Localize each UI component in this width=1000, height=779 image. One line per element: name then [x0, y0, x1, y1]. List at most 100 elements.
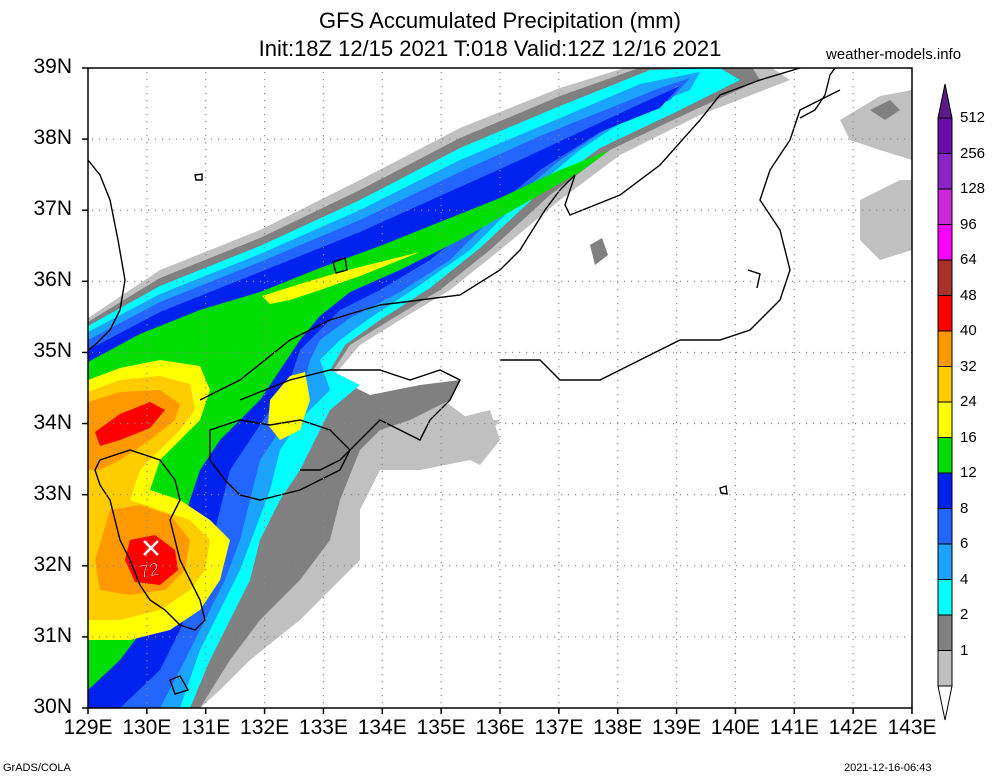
grid-dot [617, 565, 619, 567]
grid-dot [322, 177, 325, 179]
grid-dot [205, 590, 207, 592]
grid-dot [176, 494, 178, 496]
grid-dot [624, 494, 626, 496]
grid-dot [211, 280, 213, 282]
site-credit: weather-models.info [826, 46, 962, 63]
grid-dot [428, 565, 430, 567]
grid-dot [785, 636, 787, 638]
grid-dot [617, 121, 619, 123]
grid-dot [323, 636, 325, 638]
grid-dot [715, 351, 717, 354]
grid-dot [499, 380, 501, 382]
grid-dot [205, 226, 207, 228]
grid-dot [146, 289, 148, 291]
grid-dot [610, 565, 612, 567]
grid-dot [322, 646, 325, 648]
grid-dot [743, 636, 745, 638]
grid-dot [205, 247, 207, 249]
grid-dot [852, 702, 854, 704]
grid-dot [793, 72, 795, 74]
grid-dot [225, 351, 227, 354]
grid-dot [841, 494, 843, 496]
grid-dot [499, 191, 501, 193]
grid-dot [855, 565, 857, 567]
grid-dot [558, 156, 560, 158]
grid-dot [793, 625, 795, 627]
grid-dot [675, 310, 678, 312]
grid-dot [205, 317, 207, 319]
grid-dot [617, 177, 619, 179]
grid-dot [309, 351, 311, 354]
grid-dot [743, 351, 745, 354]
grid-dot [449, 138, 451, 140]
grid-dot [617, 695, 619, 697]
grid-dot [675, 198, 678, 200]
grid-dot [734, 401, 737, 403]
grid-dot [499, 660, 501, 662]
grid-dot [750, 565, 752, 567]
grid-dot [617, 240, 619, 242]
grid-dot [499, 569, 501, 571]
grid-dot [344, 494, 346, 496]
grid-dot [568, 138, 570, 140]
grid-dot [806, 280, 808, 282]
grid-dot [848, 494, 850, 496]
grid-dot [652, 351, 654, 354]
grid-dot [322, 247, 325, 249]
colorbar-segment [937, 295, 953, 332]
grid-dot [617, 100, 619, 102]
grid-dot [617, 107, 619, 109]
grid-dot [793, 303, 795, 305]
grid-dot [734, 254, 737, 256]
grid-dot [99, 280, 101, 282]
grid-dot [169, 209, 171, 211]
grid-dot [827, 565, 829, 567]
grid-dot [218, 422, 220, 425]
grid-dot [288, 565, 290, 567]
grid-dot [225, 494, 227, 496]
colorbar-label: 32 [960, 357, 977, 375]
grid-dot [381, 464, 383, 466]
grid-dot [582, 636, 584, 638]
grid-dot [440, 415, 442, 417]
colorbar-top-tip [937, 83, 953, 119]
grid-dot [694, 280, 696, 282]
grid-dot [381, 310, 383, 312]
grid-dot [322, 387, 325, 389]
grid-dot [322, 359, 325, 361]
grid-dot [617, 226, 619, 228]
grid-dot [205, 541, 207, 543]
grid-dot [205, 149, 207, 151]
grid-dot [617, 163, 619, 165]
grid-dot [381, 163, 383, 165]
grid-dot [852, 226, 854, 228]
grid-dot [793, 205, 795, 207]
grid-dot [322, 604, 325, 606]
grid-dot [435, 565, 437, 567]
grid-dot [852, 296, 854, 298]
grid-dot [274, 636, 276, 638]
grid-dot [687, 138, 689, 140]
grid-dot [734, 478, 737, 480]
grid-dot [440, 646, 442, 648]
grid-dot [526, 494, 528, 496]
grid-dot [617, 268, 619, 270]
grid-dot [440, 611, 442, 613]
coast-honshu-pacific [500, 89, 841, 381]
grid-dot [617, 653, 619, 655]
grid-dot [558, 534, 560, 536]
grid-dot [155, 636, 157, 638]
grid-dot [316, 565, 318, 567]
grid-dot [734, 618, 737, 620]
grid-dot [558, 520, 560, 522]
grid-dot [852, 366, 854, 368]
grid-dot [146, 296, 148, 298]
coast-island-1 [194, 173, 203, 181]
grid-dot [771, 636, 773, 638]
grid-dot [379, 209, 381, 211]
grid-dot [263, 443, 266, 445]
lat-label: 38N [33, 126, 72, 150]
grid-dot [852, 240, 854, 242]
colorbar-label: 512 [960, 109, 986, 126]
grid-dot [757, 636, 759, 638]
